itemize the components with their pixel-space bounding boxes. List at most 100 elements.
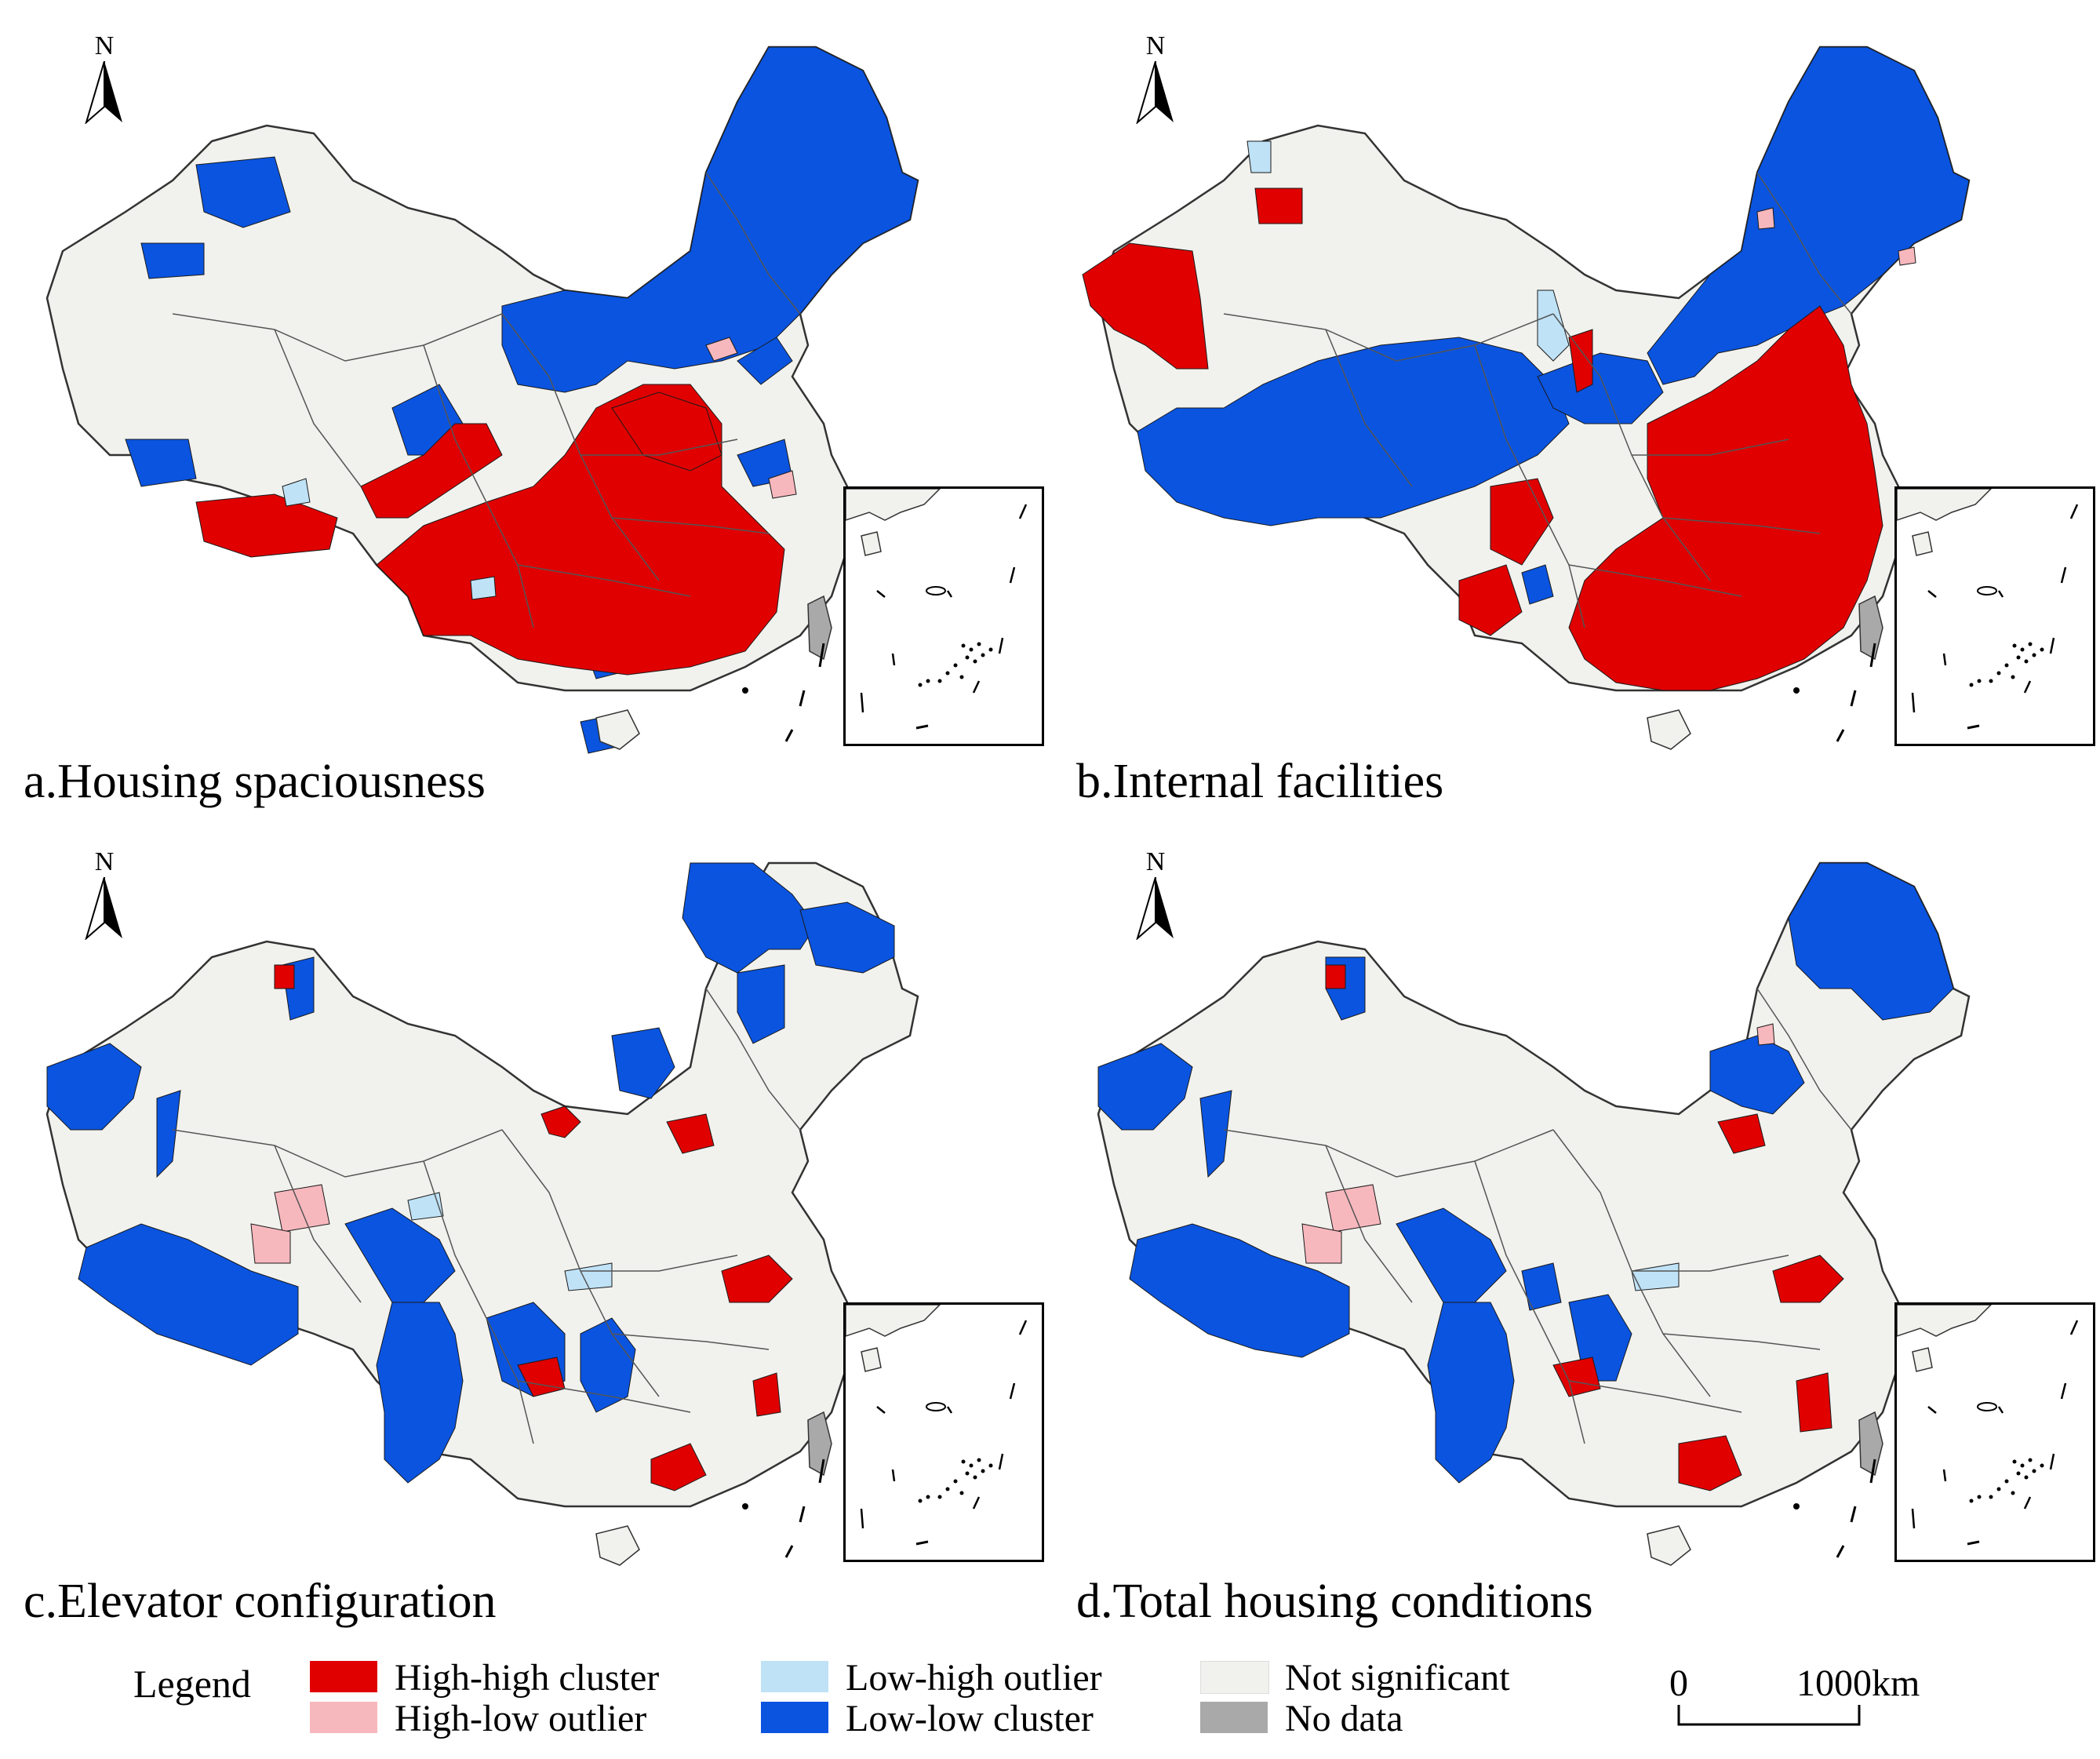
map-panel-a: N: [16, 16, 1044, 769]
region-high-high: [540, 1105, 581, 1138]
north-arrow-icon: N: [1128, 31, 1183, 126]
south-sea-dashes: [1836, 1459, 1876, 1558]
legend-swatch-not-significant: [1200, 1661, 1269, 1694]
inset-map: [845, 488, 1028, 730]
region-high-high: [1717, 1113, 1766, 1154]
south-china-sea-inset: [1894, 486, 2095, 746]
hainan-island: [1647, 709, 1691, 750]
region-low-low: [1199, 1090, 1232, 1178]
inset-hainan: [861, 531, 882, 556]
inset-islands: [1969, 1458, 2044, 1503]
taiwan-no-data: [807, 1411, 832, 1477]
china-map: [45, 861, 919, 1566]
hainan-island: [595, 709, 640, 750]
region-low-low: [799, 901, 895, 974]
region-high-high: [274, 964, 295, 989]
china-map: [1082, 46, 1971, 750]
china-map: [45, 46, 919, 754]
legend-swatch-low-high: [761, 1661, 828, 1692]
region-high-low: [768, 470, 797, 499]
legend-swatch-high-low: [310, 1702, 377, 1733]
island-dot: [742, 687, 748, 694]
region-low-low: [78, 1223, 299, 1366]
region-low-low: [1788, 862, 1954, 1021]
province-boundaries: [172, 172, 801, 628]
region-low-low: [682, 862, 817, 974]
province-boundaries: [172, 988, 801, 1444]
region-high-high: [1552, 1357, 1601, 1397]
region-low-low: [46, 1043, 142, 1131]
north-label: N: [1145, 847, 1166, 876]
region-low-low: [1427, 1302, 1515, 1484]
region-high-low: [250, 1223, 291, 1264]
region-high-low: [1301, 1223, 1342, 1264]
scale-start-label: 0: [1669, 1662, 1688, 1704]
island-dot: [1793, 687, 1800, 694]
inset-island: [1977, 1402, 1997, 1411]
north-arrow-shape: [85, 61, 122, 124]
region-high-high: [360, 423, 503, 519]
legend-swatch-low-low: [761, 1702, 828, 1733]
panel-caption-b: b.Internal facilities: [1076, 755, 1444, 808]
region-low-low: [156, 1090, 181, 1178]
region-high-low: [1756, 207, 1775, 230]
region-high-high: [1568, 329, 1593, 393]
north-arrow-shape: [85, 877, 122, 940]
island-dot: [1793, 1503, 1800, 1510]
region-high-high: [1796, 1372, 1832, 1433]
north-label: N: [94, 31, 115, 60]
inset-island: [926, 586, 946, 595]
legend-label: Low-low cluster: [846, 1698, 1094, 1739]
legend-title: Legend: [133, 1662, 251, 1706]
legend-swatch-no-data: [1200, 1702, 1268, 1733]
inset-islands: [918, 1458, 993, 1503]
inset-island: [1977, 586, 1997, 595]
south-china-sea-inset: [843, 1302, 1044, 1562]
inset-islands: [1969, 642, 2044, 687]
region-high-high: [1325, 964, 1346, 989]
north-arrow-icon: N: [77, 31, 132, 126]
north-arrow-icon: N: [1128, 847, 1183, 941]
inset-hainan: [1912, 531, 1933, 556]
south-china-sea-inset: [1894, 1302, 2095, 1562]
region-high-low: [1898, 246, 1916, 266]
region-low-low: [376, 1302, 464, 1484]
region-high-low: [1325, 1184, 1381, 1233]
region-high-low: [1756, 1023, 1775, 1046]
region-high-low: [705, 337, 738, 362]
inset-mainland: [1896, 1304, 1993, 1338]
region-low-high: [1631, 1262, 1680, 1291]
panel-caption-a: a.Housing spaciousness: [24, 755, 486, 808]
region-high-low: [274, 1184, 330, 1233]
north-arrow-icon: N: [77, 847, 132, 941]
region-low-high: [470, 576, 497, 600]
region-high-high: [1490, 478, 1554, 566]
region-low-low: [1537, 352, 1664, 424]
inset-mainland: [1896, 488, 1993, 522]
region-low-low: [125, 439, 197, 487]
north-arrow-shape: [1136, 877, 1174, 940]
inset-hainan: [1912, 1347, 1933, 1372]
region-high-high: [666, 1113, 715, 1154]
region-low-low: [195, 156, 291, 228]
inset-mainland: [845, 1304, 941, 1338]
region-high-high: [1254, 188, 1303, 224]
legend-label: High-high cluster: [395, 1657, 660, 1699]
region-low-low: [611, 1027, 675, 1099]
region-high-high: [721, 1255, 793, 1303]
region-low-high: [564, 1262, 613, 1291]
inset-hainan: [861, 1347, 882, 1372]
region-low-low: [1521, 564, 1554, 605]
region-low-low: [580, 1317, 636, 1413]
china-map: [1097, 861, 1971, 1566]
taiwan-no-data: [807, 595, 832, 661]
taiwan-no-data: [1858, 595, 1883, 661]
legend-label: High-low outlier: [395, 1698, 647, 1739]
inset-dashes: [1911, 1320, 2079, 1529]
north-label: N: [94, 847, 115, 876]
inset-mainland: [845, 488, 941, 522]
region-high-high: [650, 1443, 707, 1491]
region-high-high: [1082, 242, 1209, 370]
province-boundaries: [1223, 988, 1852, 1444]
map-panel-c: N: [16, 832, 1044, 1585]
